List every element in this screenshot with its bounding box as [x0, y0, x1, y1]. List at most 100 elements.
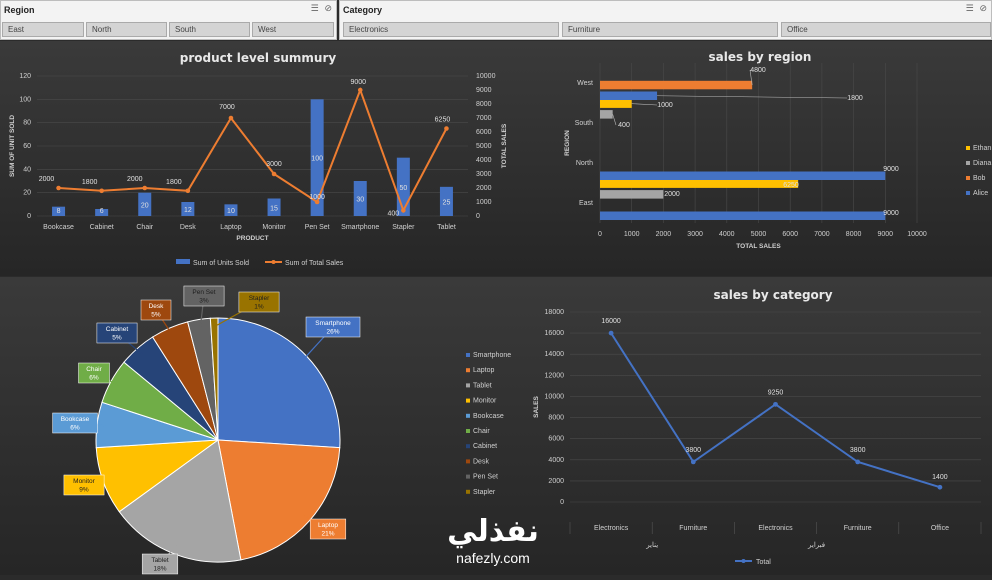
legend-label-cabinet: Cabinet — [473, 443, 497, 450]
x-tick-label: Desk — [180, 224, 196, 231]
bar-data-label: 1000 — [657, 102, 673, 109]
line-data-label: 400 — [388, 210, 400, 217]
region-slicer-item-east[interactable]: East — [2, 22, 84, 37]
legend-label-bob: Bob — [973, 175, 986, 182]
legend-swatch-tablet — [466, 383, 470, 388]
legend-swatch-ethan — [966, 146, 970, 150]
multi-select-icon[interactable]: ☰ — [310, 4, 319, 14]
legend-label-tablet: Tablet — [473, 382, 492, 389]
callout-box-stapler — [238, 291, 280, 313]
legend-swatch-desk — [466, 459, 470, 464]
x-tick-label: 10000 — [907, 231, 927, 238]
callout-box-desk — [140, 299, 172, 321]
x-tick-label: 0 — [598, 231, 602, 238]
region-slicer-item-south[interactable]: South — [169, 22, 250, 37]
y-axis-title: SALES — [533, 396, 540, 418]
x-tick-label: Furniture — [679, 525, 707, 532]
x-tick-label: Bookcase — [43, 224, 74, 231]
line-data-label: 3000 — [266, 161, 282, 168]
legend-label-total: Total — [756, 559, 771, 566]
bar-data-label: 8 — [57, 208, 61, 215]
callout-percent: 21% — [321, 531, 334, 538]
legend-label-units: Sum of Units Sold — [193, 260, 249, 267]
category-slicer-item-furniture[interactable]: Furniture — [562, 22, 778, 37]
clear-filter-icon[interactable]: ⊘ — [979, 4, 987, 14]
bar-ethan-south — [600, 99, 632, 108]
bar-diana-south — [600, 110, 613, 119]
x-tick-label: Electronics — [758, 525, 793, 532]
legend-swatch-units — [176, 259, 190, 264]
callout-box-smartphone — [305, 316, 361, 338]
multi-select-icon[interactable]: ☰ — [965, 4, 974, 14]
x-tick-label: Tablet — [437, 224, 456, 231]
line-data-label: 1800 — [82, 179, 98, 186]
y2-tick-label: 10000 — [476, 73, 496, 80]
line-data-label: 3800 — [686, 447, 702, 454]
y2-tick-label: 8000 — [476, 101, 492, 108]
y-tick-label: 60 — [23, 143, 31, 150]
chart-title: sales by category — [713, 288, 832, 302]
y-tick-label: 12000 — [545, 372, 565, 379]
bar-bob-west — [600, 80, 753, 90]
sales-point-chair — [142, 185, 148, 191]
bar-smartphone — [353, 181, 367, 216]
total-point — [855, 459, 861, 465]
callout-box-laptop — [309, 518, 347, 540]
x-tick-label: Stapler — [392, 224, 415, 231]
y-tick-label: 0 — [560, 499, 564, 506]
y2-tick-label: 1000 — [476, 199, 492, 206]
line-data-label: 2000 — [39, 176, 55, 183]
x-tick-label: Chair — [136, 224, 153, 231]
callout-percent: 9% — [79, 487, 89, 494]
clear-filter-icon[interactable]: ⊘ — [324, 4, 332, 14]
legend-label-diana: Diana — [973, 160, 991, 167]
bar-data-label: 100 — [311, 156, 323, 163]
legend-label-alice: Alice — [973, 190, 988, 197]
sales-point-laptop — [228, 115, 234, 121]
category-slicer-item-office[interactable]: Office — [781, 22, 991, 37]
total-line — [610, 332, 941, 489]
region-slicer-title: Region — [4, 5, 35, 15]
legend-label-chair: Chair — [473, 428, 490, 435]
legend-marker-sales — [271, 260, 276, 264]
region-slicer-item-north[interactable]: North — [86, 22, 167, 37]
category-slicer-item-electronics[interactable]: Electronics — [343, 22, 559, 37]
region-slicer-item-west[interactable]: West — [252, 22, 334, 37]
y-tick-label: 14000 — [545, 351, 565, 358]
x-tick-label: Furniture — [844, 525, 872, 532]
callout-label: Desk — [149, 303, 165, 310]
y-axis-title: REGION — [564, 130, 571, 156]
sales-point-tablet — [444, 126, 449, 131]
x-tick-label: Electronics — [594, 525, 629, 532]
y-tick-label: 120 — [19, 73, 31, 80]
legend-marker-total — [741, 559, 746, 563]
leader-line — [749, 69, 753, 86]
sales-point-bookcase — [56, 185, 61, 191]
x-group-label: يناير — [645, 541, 658, 549]
bar-data-label: 9000 — [883, 210, 899, 217]
legend-swatch-smartphone — [466, 353, 470, 357]
y2-tick-label: 6000 — [476, 129, 492, 136]
sales-point-desk — [185, 188, 191, 194]
callout-percent: 26% — [326, 329, 339, 336]
bar-alice-east — [600, 211, 886, 220]
callout-box-monitor — [63, 474, 105, 496]
y-tick-label: 2000 — [548, 478, 564, 485]
callout-box-bookcase — [52, 412, 98, 434]
line-data-label: 9250 — [768, 389, 784, 396]
watermark-arabic: نفذلي — [447, 514, 539, 549]
sales-point-stapler — [401, 208, 406, 213]
callout-label: Monitor — [73, 478, 96, 485]
bar-desk — [181, 202, 195, 216]
legend-label-smartphone: Smartphone — [473, 352, 511, 359]
legend-label-stapler: Stapler — [473, 489, 496, 496]
callout-box-tablet — [141, 553, 179, 575]
line-data-label: 1800 — [166, 179, 182, 186]
y-axis-title: SUM OF UNIT SOLD — [9, 115, 16, 177]
sales-point-monitor — [271, 171, 277, 177]
y2-tick-label: 7000 — [476, 115, 492, 122]
callout-percent: 6% — [89, 375, 99, 382]
callout-label: Pen Set — [192, 289, 215, 296]
legend-swatch-cabinet — [466, 444, 470, 449]
bar-data-label: 9000 — [883, 166, 899, 173]
